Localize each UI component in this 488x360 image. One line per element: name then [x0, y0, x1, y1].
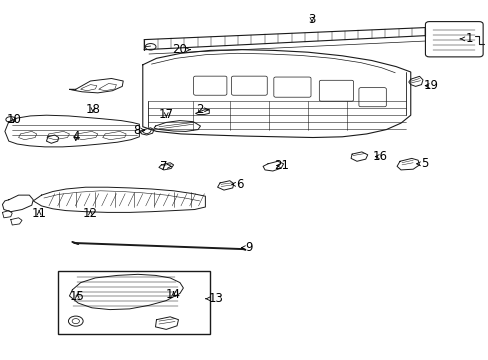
Text: 9: 9 — [241, 241, 253, 254]
Text: 6: 6 — [231, 178, 243, 191]
Text: 10: 10 — [6, 113, 21, 126]
Text: 1: 1 — [459, 32, 472, 45]
Text: 16: 16 — [372, 150, 387, 163]
Text: 17: 17 — [159, 108, 173, 121]
Text: 4: 4 — [72, 130, 80, 143]
Text: 8: 8 — [133, 124, 144, 137]
Text: 21: 21 — [273, 159, 288, 172]
Text: 15: 15 — [70, 291, 84, 303]
Text: 19: 19 — [423, 79, 438, 92]
Text: 12: 12 — [83, 207, 98, 220]
Text: 3: 3 — [307, 13, 315, 26]
Text: 2: 2 — [195, 103, 208, 116]
FancyBboxPatch shape — [58, 271, 210, 334]
Text: 11: 11 — [32, 207, 46, 220]
Text: 7: 7 — [160, 160, 171, 173]
Text: 5: 5 — [416, 157, 427, 170]
Text: 13: 13 — [205, 292, 223, 305]
Text: 20: 20 — [172, 43, 190, 56]
Text: 18: 18 — [85, 103, 100, 116]
Text: 14: 14 — [166, 288, 181, 301]
